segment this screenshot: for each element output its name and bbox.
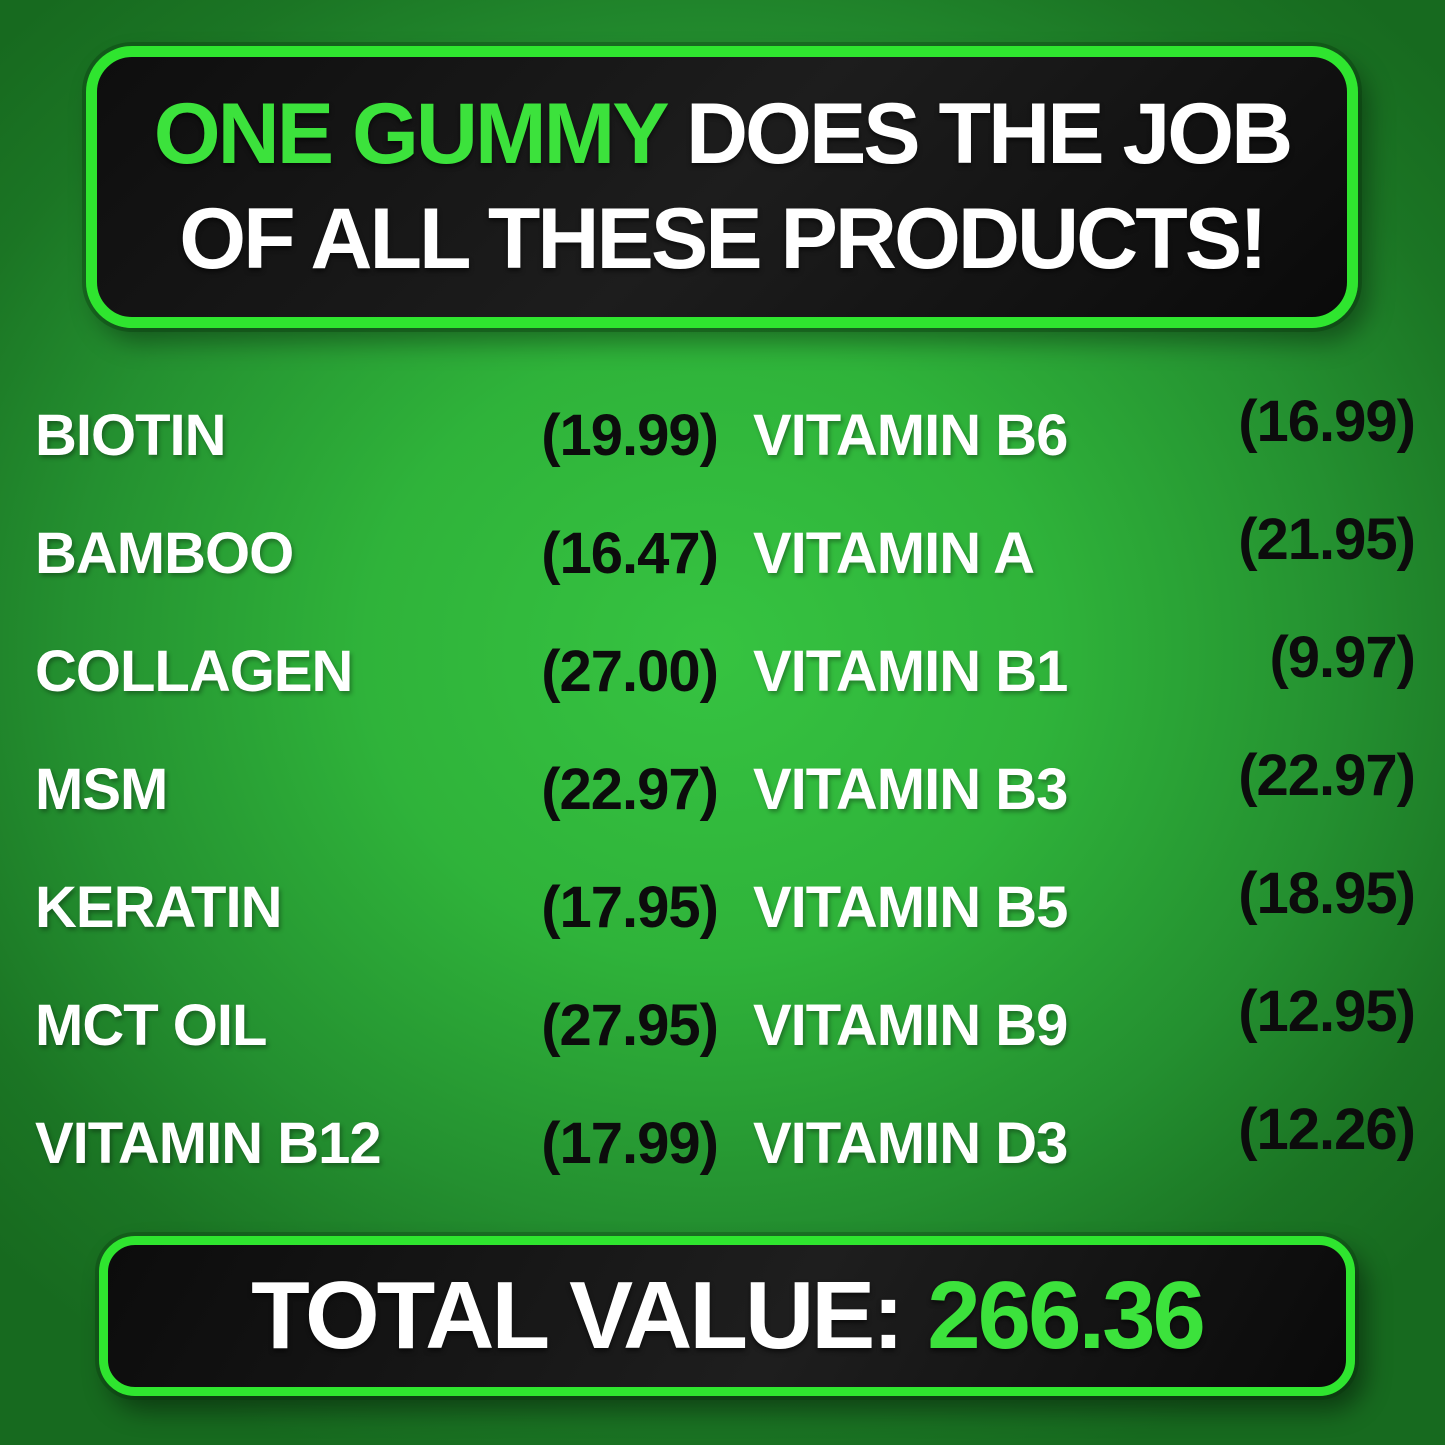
product-row: BIOTIN (19.99) VITAMIN B6 (16.99) [35,376,1416,494]
product-name-left: BAMBOO [35,520,294,586]
product-price-left: (22.97) [541,756,719,822]
product-row: COLLAGEN (27.00) VITAMIN B1 (9.97) [35,612,1416,730]
product-price-right: (9.97) [1269,624,1416,690]
product-name-right: VITAMIN B9 [753,992,1068,1058]
product-price-right: (22.97) [1238,742,1416,808]
product-name-left: VITAMIN B12 [35,1110,382,1176]
product-price-left: (16.47) [541,520,719,586]
product-price-right: (18.95) [1238,860,1416,926]
product-name-right: VITAMIN B3 [753,756,1068,822]
product-row: KERATIN (17.95) VITAMIN B5 (18.95) [35,848,1416,966]
product-name-right: VITAMIN A [753,520,1035,586]
product-row: MSM (22.97) VITAMIN B3 (22.97) [35,730,1416,848]
total-banner: TOTAL VALUE: 266.36 [99,1236,1355,1396]
total-label: TOTAL VALUE: [251,1262,904,1369]
product-price-right: (12.95) [1238,978,1416,1044]
product-row: BAMBOO (16.47) VITAMIN A (21.95) [35,494,1416,612]
product-name-right: VITAMIN B6 [753,402,1068,468]
header-line-1: ONE GUMMY DOES THE JOB [153,82,1294,187]
header-highlight-text: ONE GUMMY [153,86,668,183]
product-name-right: VITAMIN B5 [753,874,1068,940]
total-value: 266.36 [927,1262,1206,1369]
product-row: MCT OIL (27.95) VITAMIN B9 (12.95) [35,966,1416,1084]
product-price-left: (27.95) [541,992,719,1058]
header-line1-rest: DOES THE JOB [665,86,1293,183]
product-price-left: (19.99) [541,402,719,468]
product-price-right: (16.99) [1238,388,1416,454]
product-name-left: KERATIN [35,874,282,940]
header-line-2: OF ALL THESE PRODUCTS! [179,191,1267,287]
product-name-left: MSM [35,756,168,822]
product-price-left: (27.00) [541,638,719,704]
product-price-right: (12.26) [1238,1096,1416,1162]
product-row: VITAMIN B12 (17.99) VITAMIN D3 (12.26) [35,1084,1416,1202]
product-name-left: BIOTIN [35,402,227,468]
header-banner: ONE GUMMY DOES THE JOB OF ALL THESE PROD… [86,46,1358,328]
product-name-right: VITAMIN B1 [753,638,1068,704]
product-list: BIOTIN (19.99) VITAMIN B6 (16.99) BAMBOO… [35,376,1416,1202]
product-price-left: (17.95) [541,874,719,940]
product-name-left: COLLAGEN [35,638,353,704]
product-price-right: (21.95) [1238,506,1416,572]
product-price-left: (17.99) [541,1110,719,1176]
product-name-left: MCT OIL [35,992,267,1058]
product-name-right: VITAMIN D3 [753,1110,1068,1176]
